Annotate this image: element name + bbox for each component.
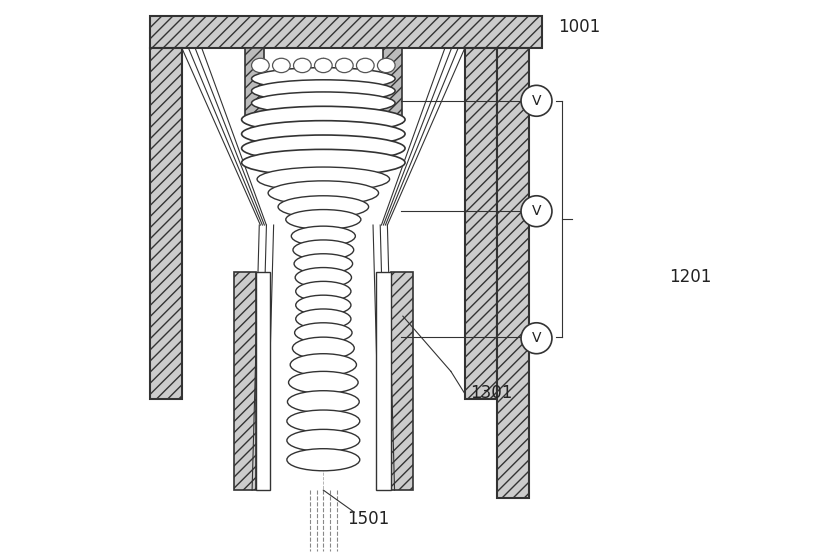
Ellipse shape	[242, 120, 405, 147]
Ellipse shape	[287, 410, 359, 432]
Ellipse shape	[287, 448, 359, 471]
Bar	[391, 272, 413, 490]
Ellipse shape	[287, 391, 359, 413]
Ellipse shape	[287, 430, 359, 451]
Bar	[465, 48, 496, 399]
Bar	[234, 272, 256, 490]
Ellipse shape	[272, 58, 290, 73]
Ellipse shape	[294, 254, 353, 274]
Ellipse shape	[378, 58, 395, 73]
Ellipse shape	[335, 58, 353, 73]
Ellipse shape	[251, 80, 395, 102]
Ellipse shape	[293, 240, 354, 260]
Text: 1501: 1501	[347, 511, 389, 528]
Ellipse shape	[292, 337, 354, 359]
Ellipse shape	[242, 107, 405, 133]
Ellipse shape	[315, 58, 332, 73]
Ellipse shape	[291, 226, 355, 246]
Text: 1001: 1001	[559, 18, 601, 36]
Ellipse shape	[257, 167, 389, 191]
Ellipse shape	[251, 92, 395, 114]
Text: V: V	[532, 204, 541, 218]
Text: 1301: 1301	[471, 385, 513, 402]
Ellipse shape	[290, 354, 356, 376]
Ellipse shape	[251, 58, 269, 73]
Ellipse shape	[295, 268, 351, 287]
Circle shape	[521, 323, 552, 354]
Ellipse shape	[278, 196, 369, 218]
Bar	[496, 48, 529, 498]
Ellipse shape	[242, 135, 405, 162]
Ellipse shape	[242, 149, 405, 176]
Bar	[376, 272, 391, 490]
Ellipse shape	[356, 58, 374, 73]
Ellipse shape	[268, 181, 378, 205]
Circle shape	[521, 196, 552, 226]
Ellipse shape	[289, 371, 358, 393]
Ellipse shape	[295, 295, 351, 315]
Bar	[150, 16, 542, 48]
Bar	[256, 272, 271, 490]
Text: 1201: 1201	[669, 269, 711, 286]
Ellipse shape	[251, 68, 395, 90]
Ellipse shape	[295, 281, 351, 301]
Text: V: V	[532, 94, 541, 108]
Bar	[245, 48, 264, 123]
Text: V: V	[532, 331, 541, 345]
Ellipse shape	[295, 309, 351, 329]
Bar	[150, 48, 182, 399]
Bar	[383, 48, 402, 123]
Ellipse shape	[286, 210, 361, 229]
Ellipse shape	[295, 323, 352, 342]
Circle shape	[521, 85, 552, 116]
Ellipse shape	[294, 58, 311, 73]
